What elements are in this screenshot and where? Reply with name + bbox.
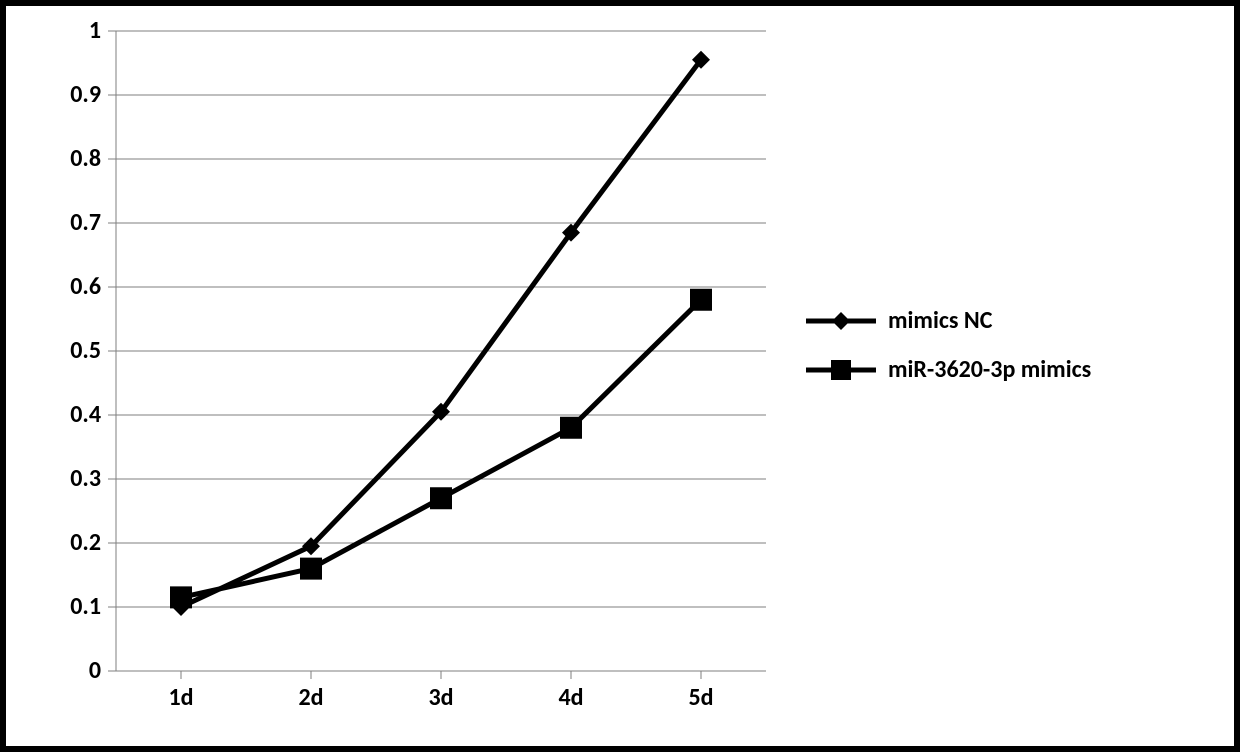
series-line [181,60,701,607]
x-tick-label: 4d [541,683,601,712]
y-tick-label: 0.3 [41,464,101,493]
y-tick-label: 0.6 [41,272,101,301]
y-tick-label: 0.4 [41,400,101,429]
series-marker [170,586,192,608]
series-marker [300,558,322,580]
series-marker [430,487,452,509]
y-tick-label: 0.7 [41,208,101,237]
x-tick-label: 3d [411,683,471,712]
legend-marker-icon [806,358,876,382]
y-tick-label: 1 [41,16,101,45]
x-tick-label: 5d [671,683,731,712]
y-tick-label: 0.9 [41,80,101,109]
y-tick-label: 0 [41,656,101,685]
legend-item: mimics NC [806,306,1091,335]
x-tick-label: 1d [151,683,211,712]
series-line [181,300,701,598]
x-tick-label: 2d [281,683,341,712]
legend: mimics NC miR-3620-3p mimics [806,306,1091,404]
y-tick-label: 0.1 [41,592,101,621]
chart-frame: 00.10.20.30.40.50.60.70.80.911d2d3d4d5d … [0,0,1240,752]
legend-marker-icon [806,309,876,333]
legend-label: miR-3620-3p mimics [888,355,1091,384]
series-marker [690,289,712,311]
legend-label: mimics NC [888,306,992,335]
y-tick-label: 0.5 [41,336,101,365]
y-tick-label: 0.2 [41,528,101,557]
y-tick-label: 0.8 [41,144,101,173]
series-marker [560,417,582,439]
legend-item: miR-3620-3p mimics [806,355,1091,384]
